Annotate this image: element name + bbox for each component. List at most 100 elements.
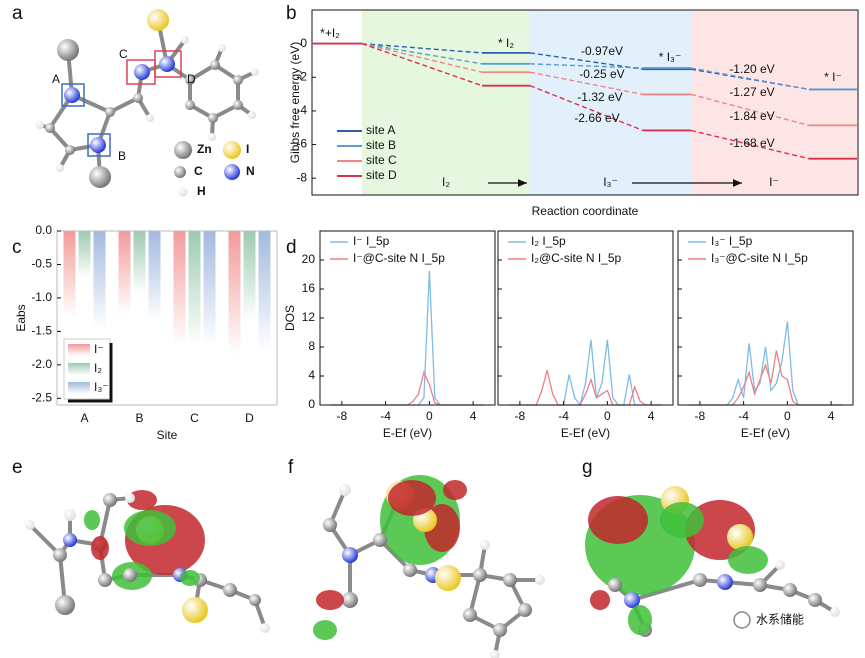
- atom: [323, 518, 337, 532]
- isosurface: [313, 620, 337, 640]
- atom: [25, 520, 35, 530]
- energy-connector: [690, 129, 810, 160]
- panel-label: a: [12, 3, 23, 24]
- atom-legend: Zn I C N H: [174, 141, 255, 198]
- legend-label: site D: [366, 168, 397, 182]
- y-axis-label: Gibbs free energy (eV): [288, 42, 302, 163]
- atom: [159, 56, 175, 72]
- atom: [775, 560, 785, 570]
- y-tick-label: 0: [300, 36, 307, 50]
- legend-label: I⁻@C-site N I_5p: [353, 251, 445, 265]
- atom-legend-label: I: [246, 142, 249, 156]
- y-tick-label: -2.0: [31, 357, 52, 371]
- atom: [90, 137, 106, 153]
- energy-connector: [529, 71, 644, 96]
- legend-label: I₃⁻ I_5p: [711, 234, 753, 248]
- y-tick-label: -1.0: [31, 290, 52, 304]
- x-tick-label: C: [190, 411, 199, 425]
- x-axis-label: E-Ef (eV): [383, 426, 432, 440]
- atom: [53, 548, 67, 562]
- atom: [518, 603, 532, 617]
- molecule: [585, 486, 840, 637]
- molecule: [313, 475, 545, 658]
- energy-connector: [361, 42, 483, 54]
- legend-shadow: [68, 343, 113, 403]
- atom: [403, 563, 417, 577]
- region: [530, 10, 691, 195]
- y-tick-label: 0: [308, 397, 315, 411]
- legend-label: I⁻ I_5p: [353, 234, 390, 248]
- isosurface: [388, 480, 436, 516]
- atom-legend-label: Zn: [197, 142, 212, 156]
- y-tick-label: 16: [302, 281, 316, 295]
- watermark: 水系储能: [756, 612, 804, 627]
- atom: [134, 64, 150, 80]
- bar: [78, 231, 91, 278]
- isosurface: [728, 546, 768, 574]
- y-tick-label: -4: [296, 103, 307, 117]
- bar: [133, 231, 146, 294]
- atom: [624, 592, 640, 608]
- atom: [210, 60, 220, 70]
- atom: [260, 623, 270, 633]
- dos-line: [330, 370, 485, 406]
- atom: [463, 608, 477, 622]
- molecule: [25, 490, 270, 633]
- state-label: *+I₂: [320, 26, 340, 40]
- atom: [65, 145, 75, 155]
- atom: [178, 187, 188, 197]
- panel-label: f: [288, 457, 294, 478]
- dos-line: [508, 370, 663, 406]
- energy-change-label: -2.66 eV: [574, 111, 619, 125]
- isosurface: [316, 590, 344, 610]
- region-label: I₃⁻: [603, 175, 618, 189]
- atom: [223, 583, 237, 597]
- atom: [535, 575, 545, 585]
- atom-legend-label: H: [197, 184, 206, 198]
- region: [362, 10, 530, 195]
- state-label: * I₂: [498, 36, 514, 50]
- legend-swatch: [68, 363, 90, 375]
- bar: [203, 231, 216, 347]
- atom: [808, 593, 822, 607]
- atom: [473, 568, 487, 582]
- bar: [173, 231, 186, 345]
- legend-label: I₃⁻@C-site N I_5p: [711, 251, 808, 265]
- atom: [493, 623, 507, 637]
- atom: [753, 578, 767, 592]
- x-tick-label: 0: [604, 409, 611, 423]
- energy-change-label: -1.20 eV: [729, 62, 774, 76]
- legend-label: I₂ I_5p: [531, 234, 566, 248]
- molecule: [36, 9, 259, 188]
- isosurface: [91, 536, 109, 560]
- atom: [342, 592, 358, 608]
- atom: [224, 164, 240, 180]
- panel-label: g: [582, 457, 593, 478]
- y-tick-label: -2.5: [31, 390, 52, 404]
- bar: [258, 231, 271, 352]
- x-tick-label: -8: [515, 409, 526, 423]
- legend-label: I⁻: [94, 342, 104, 356]
- energy-connector: [361, 42, 483, 65]
- atom: [342, 547, 358, 563]
- atom: [233, 75, 243, 85]
- isosurface: [127, 490, 157, 510]
- x-tick-label: A: [80, 411, 88, 425]
- legend-label: I₂: [94, 361, 102, 375]
- site-box: [61, 83, 85, 107]
- energy-connector: [690, 67, 810, 91]
- legend-label: I₂@C-site N I_5p: [531, 251, 622, 265]
- panel-label: e: [12, 457, 23, 478]
- isosurface: [443, 480, 467, 500]
- y-tick-label: 4: [308, 368, 315, 382]
- x-tick-label: 4: [470, 409, 477, 423]
- site-box: [87, 133, 111, 157]
- bar: [63, 231, 76, 318]
- energy-connector: [690, 93, 810, 127]
- energy-change-label: -1.27 eV: [729, 85, 774, 99]
- atom: [185, 100, 195, 110]
- atom: [693, 573, 707, 587]
- x-tick-label: 4: [648, 409, 655, 423]
- atom: [174, 166, 186, 178]
- site-label: A: [52, 72, 60, 86]
